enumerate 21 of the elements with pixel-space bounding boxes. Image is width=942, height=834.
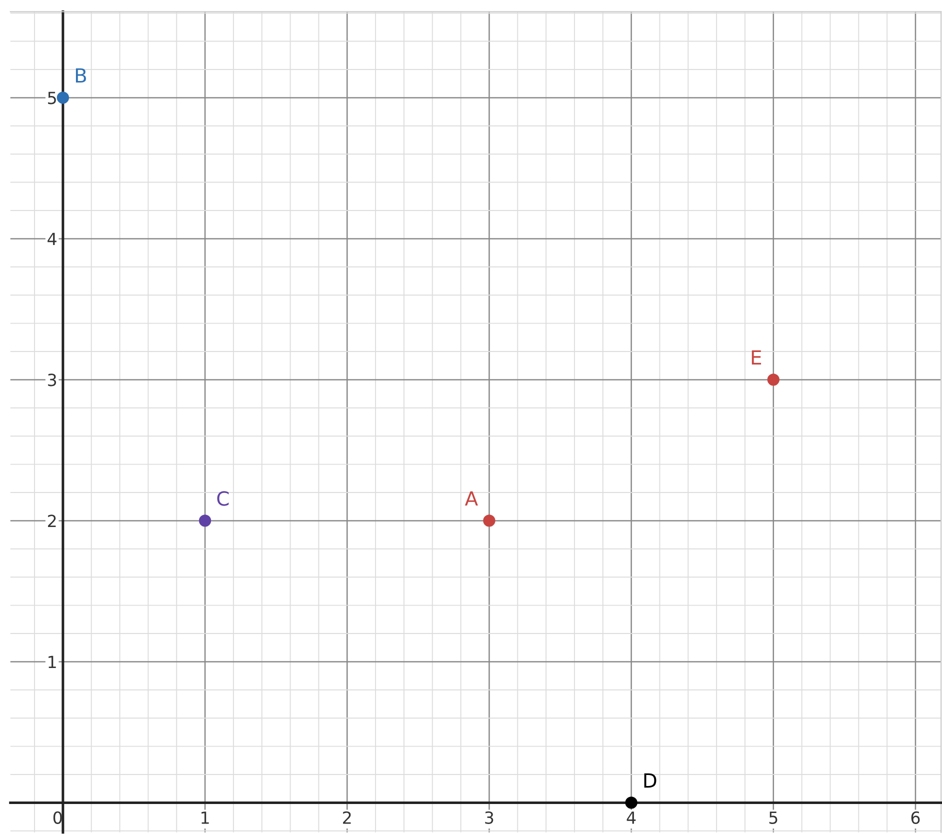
x-tick-label: 6 (911, 811, 920, 824)
series-label: D (644, 773, 656, 788)
y-tick-label: 1 (48, 656, 56, 668)
point (56, 92, 70, 104)
point (198, 514, 212, 527)
series-label: B (76, 68, 86, 83)
x-tick-label: 4 (626, 812, 636, 824)
series-label: C (217, 491, 229, 506)
x-tick-label: 3 (485, 811, 494, 824)
x-tick-label: 5 (769, 812, 778, 824)
point (625, 796, 638, 809)
point (767, 374, 780, 386)
series-label: A (464, 491, 478, 506)
series-label: E (752, 350, 762, 365)
y-tick-label: 3 (48, 374, 56, 386)
x-tick-label: 1 (202, 812, 209, 824)
y-tick-label: 4 (48, 232, 56, 246)
y-tick-label: 5 (48, 92, 56, 104)
y-tick-label: 2 (48, 514, 56, 528)
point (483, 514, 496, 527)
x-tick-label: 2 (343, 811, 351, 824)
